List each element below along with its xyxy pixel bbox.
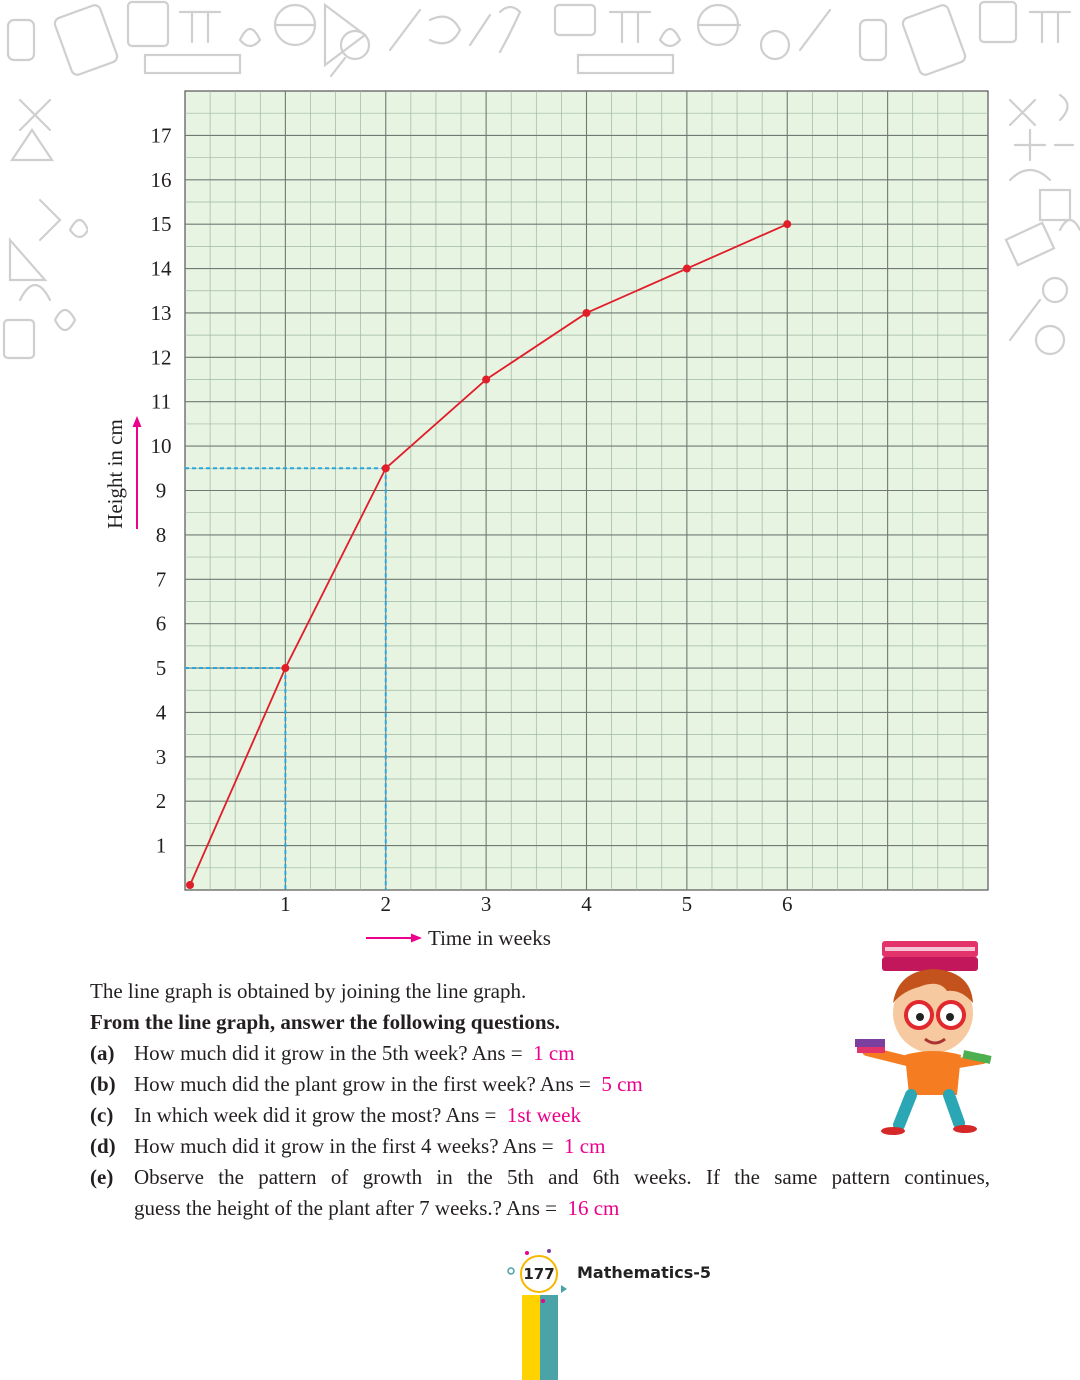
data-point [582, 308, 591, 317]
question-text: In which week did it grow the most? Ans … [134, 1103, 497, 1127]
question-b: (b) How much did the plant grow in the fi… [90, 1069, 990, 1100]
question-label: (e) [90, 1165, 114, 1189]
question-section: The line graph is obtained by joining th… [90, 976, 990, 1224]
x-tick-label: 5 [682, 892, 693, 916]
y-axis-title: Height in cm [103, 419, 127, 529]
question-e-continued: guess the height of the plant after 7 we… [90, 1193, 990, 1224]
x-tick-label: 6 [782, 892, 793, 916]
question-a: (a) How much did it grow in the 5th week?… [90, 1038, 990, 1069]
y-axis-title-group: Height in cm [103, 416, 142, 529]
y-tick-label: 16 [151, 168, 172, 192]
y-tick-label: 4 [156, 700, 167, 724]
page-number: 177 [520, 1255, 558, 1293]
answer-text: 1st week [506, 1103, 581, 1127]
major-grid [185, 91, 988, 890]
y-tick-label: 14 [151, 257, 173, 281]
footer-yellow-bar [522, 1295, 542, 1380]
x-tick-label: 3 [481, 892, 492, 916]
x-tick-label: 1 [280, 892, 291, 916]
data-point [783, 220, 792, 229]
question-label: (d) [90, 1134, 116, 1158]
y-tick-label: 7 [156, 567, 167, 591]
question-d: (d) How much did it grow in the first 4 w… [90, 1131, 990, 1162]
y-tick-label: 1 [156, 834, 167, 858]
y-tick-label: 5 [156, 656, 167, 680]
confetti-icon [507, 1249, 567, 1303]
footer-teal-bar [540, 1295, 558, 1380]
question-e: (e) Observe the pattern of growth in the … [90, 1162, 990, 1193]
question-c: (c) In which week did it grow the most? A… [90, 1100, 990, 1131]
question-label: (a) [90, 1041, 115, 1065]
x-tick-label: 2 [381, 892, 392, 916]
y-tick-label: 2 [156, 789, 167, 813]
doodle-pattern-icon [2, 0, 1080, 360]
y-tick-label: 11 [151, 390, 171, 414]
answer-text: 1 cm [533, 1041, 575, 1065]
data-point [381, 464, 390, 473]
data-point [281, 664, 290, 673]
data-point [482, 375, 491, 384]
answer-text: 16 cm [567, 1196, 620, 1220]
question-label: (c) [90, 1103, 114, 1127]
y-tick-label: 3 [156, 745, 167, 769]
question-text: Observe the pattern of growth in the 5th… [134, 1165, 990, 1189]
x-axis-arrow-head-icon [411, 933, 422, 943]
y-tick-label: 12 [151, 345, 172, 369]
doodle-background [0, 0, 1080, 370]
intro-text: The line graph is obtained by joining th… [90, 979, 527, 1003]
y-axis-arrow-head-icon [132, 416, 142, 427]
data-point [682, 264, 691, 273]
y-tick-label: 10 [151, 434, 172, 458]
instruction-text: From the line graph, answer the followin… [90, 1010, 560, 1034]
question-text: How much did it grow in the first 4 week… [134, 1134, 554, 1158]
y-tick-label: 6 [156, 612, 167, 636]
x-axis-title-group: Time in weeks [366, 926, 551, 950]
y-tick-label: 15 [151, 212, 172, 236]
x-tick-label: 4 [581, 892, 592, 916]
question-label: (b) [90, 1072, 116, 1096]
question-text: How much did it grow in the 5th week? An… [134, 1041, 523, 1065]
answer-text: 1 cm [564, 1134, 606, 1158]
subject-title: Mathematics-5 [577, 1263, 711, 1282]
question-text: How much did the plant grow in the first… [134, 1072, 591, 1096]
x-tick-labels: 1 2 3 4 5 6 [280, 892, 792, 916]
guide-lines [185, 467, 387, 890]
y-tick-label: 9 [156, 479, 167, 503]
y-tick-label: 13 [151, 301, 172, 325]
question-text-continued: guess the height of the plant after 7 we… [134, 1196, 557, 1220]
y-tick-label: 8 [156, 523, 167, 547]
data-points [186, 220, 792, 889]
x-axis-title: Time in weeks [428, 926, 551, 950]
kid-with-books-illustration [855, 941, 992, 1135]
y-tick-label: 17 [151, 123, 172, 147]
answer-text: 5 cm [601, 1072, 643, 1096]
data-point [186, 881, 194, 889]
